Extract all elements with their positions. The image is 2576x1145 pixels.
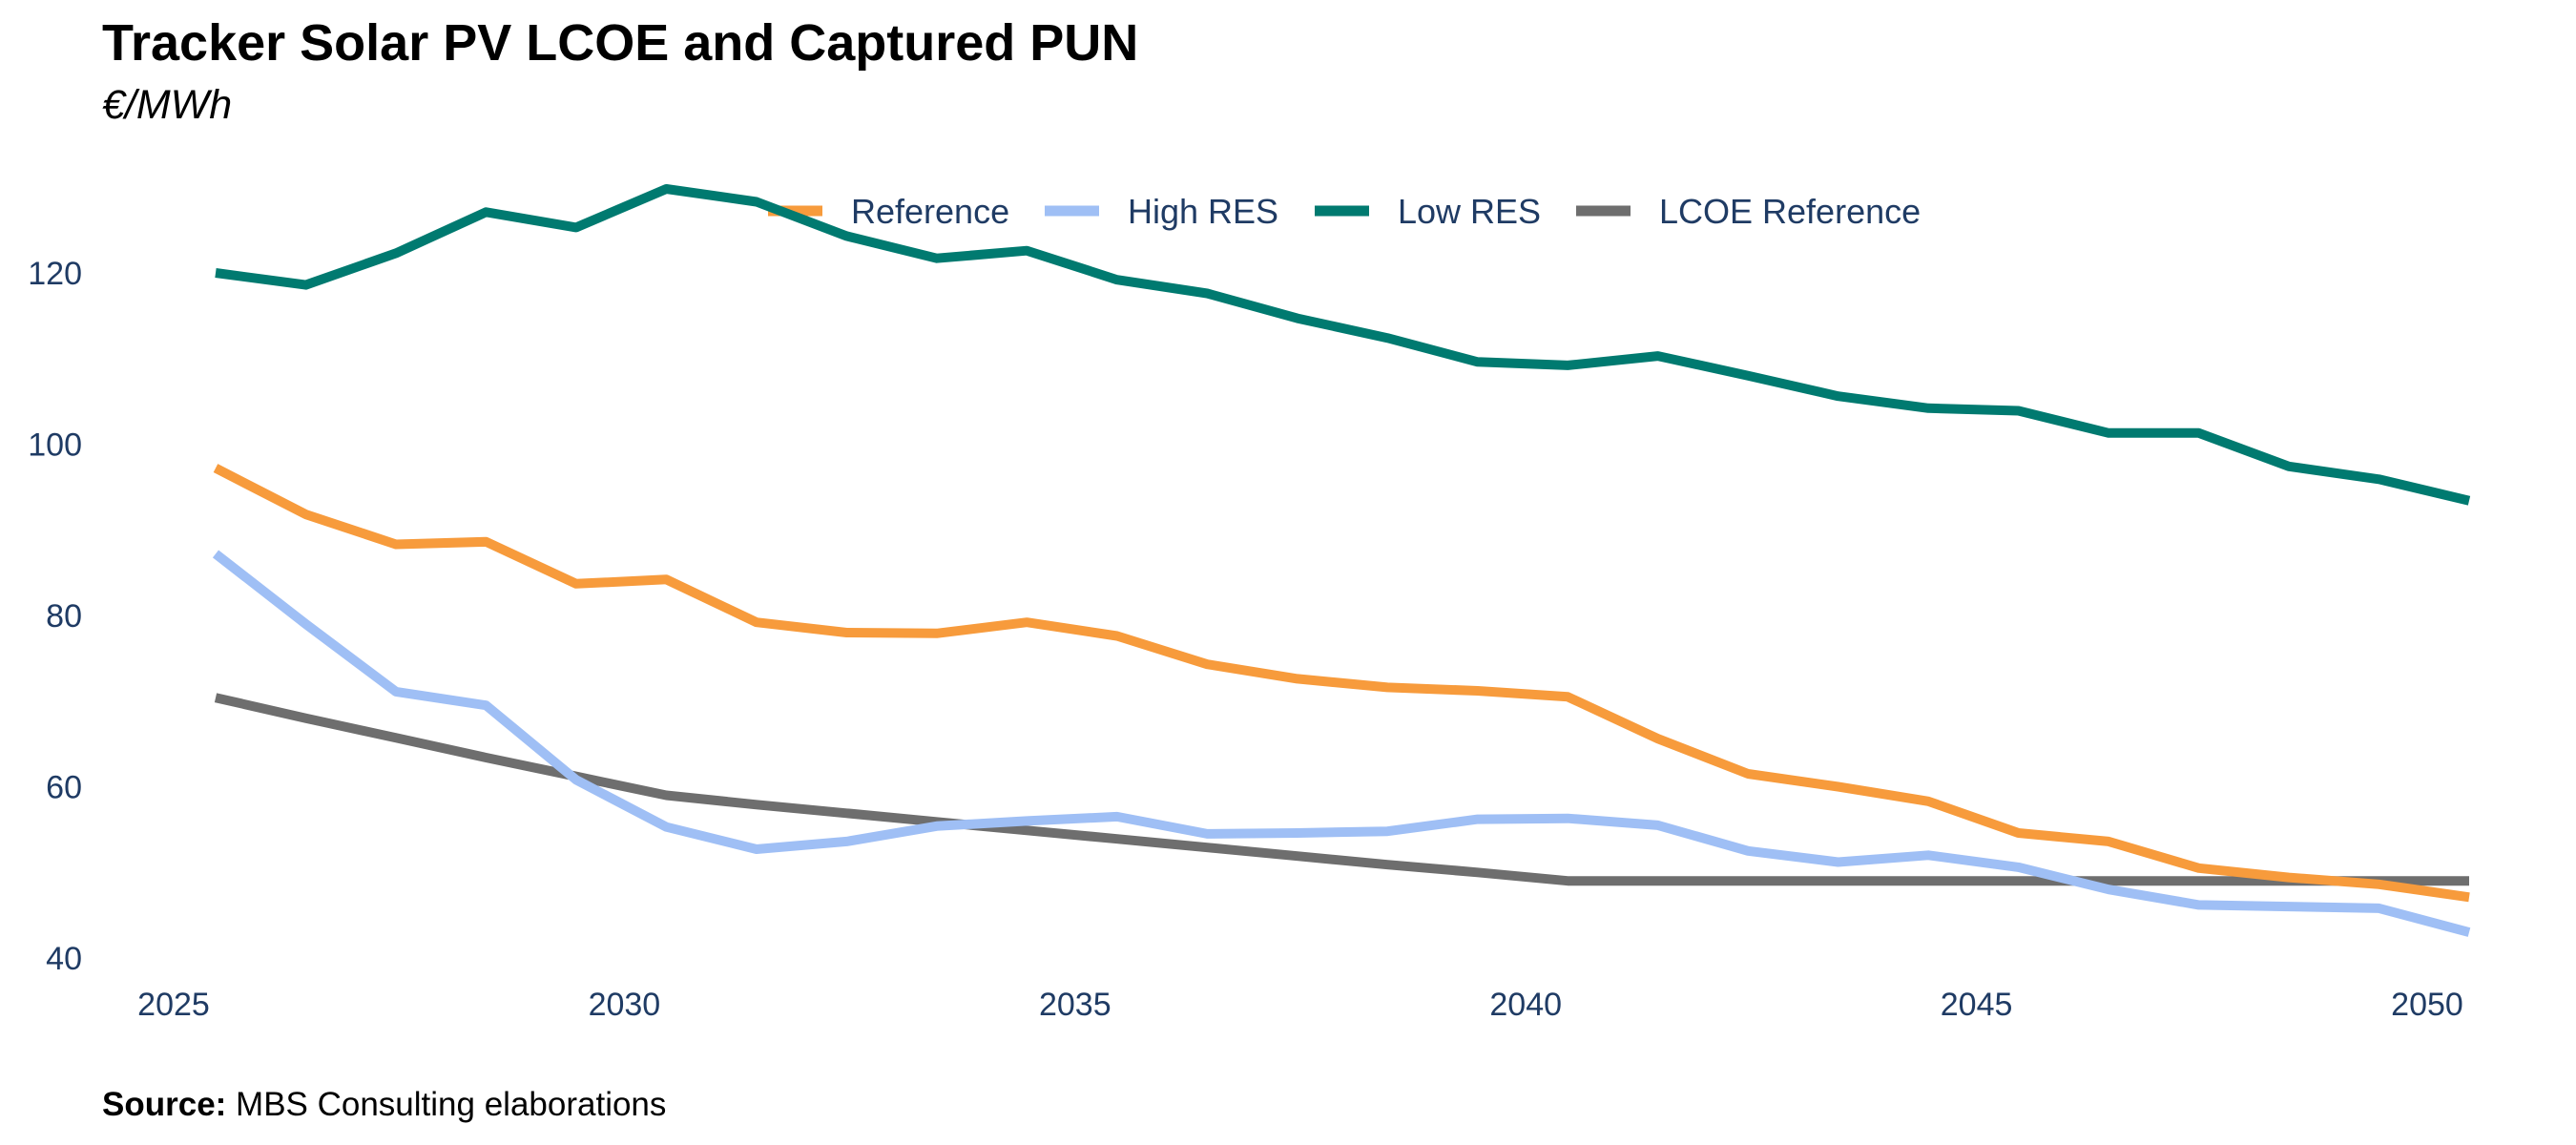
legend-label-high-res: High RES (1128, 192, 1278, 231)
series-line-high-res (212, 550, 2471, 937)
source-label: Source: (102, 1086, 227, 1123)
x-tick-label-2050: 2050 (2391, 987, 2463, 1023)
x-tick-label-2045: 2045 (1941, 987, 2013, 1023)
x-tick-label-2030: 2030 (589, 987, 661, 1023)
y-tick-label-40: 40 (46, 941, 82, 977)
legend-item-lcoe-reference: LCOE Reference (1576, 192, 1921, 231)
series-line-lcoe-reference (214, 693, 2469, 886)
y-tick-label-60: 60 (46, 770, 82, 806)
chart-subtitle: €/MWh (102, 82, 233, 128)
legend: Reference High RES Low RES LCOE Referenc… (768, 192, 1921, 231)
source-text: MBS Consulting elaborations (226, 1086, 667, 1123)
legend-label-reference: Reference (851, 192, 1009, 231)
source-note: Source: MBS Consulting elaborations (102, 1086, 666, 1124)
x-tick-label-2035: 2035 (1039, 987, 1111, 1023)
series-line-low-res (215, 184, 2471, 506)
legend-item-high-res: High RES (1045, 192, 1278, 231)
x-tick-label-2025: 2025 (137, 987, 210, 1023)
series-line-reference (213, 464, 2470, 903)
legend-label-low-res: Low RES (1398, 192, 1541, 231)
series-lines (212, 184, 2471, 937)
y-tick-label-100: 100 (28, 427, 82, 464)
y-axis: 40 60 80 100 120 (28, 256, 82, 977)
x-tick-label-2040: 2040 (1489, 987, 1562, 1023)
x-axis: 2025 2030 2035 2040 2045 2050 (137, 987, 2463, 1023)
legend-item-low-res: Low RES (1315, 192, 1541, 231)
legend-label-lcoe-reference: LCOE Reference (1659, 192, 1921, 231)
chart-title: Tracker Solar PV LCOE and Captured PUN (102, 14, 1139, 72)
y-tick-label-120: 120 (28, 256, 82, 292)
y-tick-label-80: 80 (46, 598, 82, 635)
